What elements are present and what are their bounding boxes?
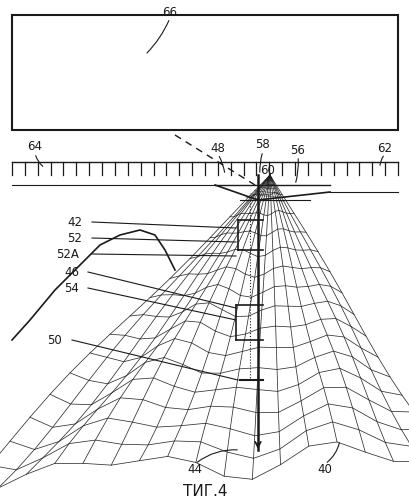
Text: 48: 48 (210, 142, 225, 154)
Text: 40: 40 (317, 464, 332, 476)
Bar (12, 15, 397, 130)
Text: 44: 44 (187, 464, 202, 476)
Text: 50: 50 (47, 334, 62, 346)
Text: 46: 46 (64, 266, 79, 278)
Text: 66: 66 (162, 6, 177, 18)
Text: 58: 58 (255, 138, 270, 151)
Text: 64: 64 (27, 140, 43, 153)
Text: 52A: 52A (56, 248, 79, 260)
Text: 42: 42 (67, 216, 82, 228)
Text: 62: 62 (377, 142, 391, 154)
Text: 56: 56 (290, 144, 305, 156)
Text: 60: 60 (260, 164, 275, 176)
Text: 52: 52 (67, 232, 82, 244)
Text: ΤИГ.4: ΤИГ.4 (182, 484, 227, 500)
Text: 54: 54 (64, 282, 79, 294)
